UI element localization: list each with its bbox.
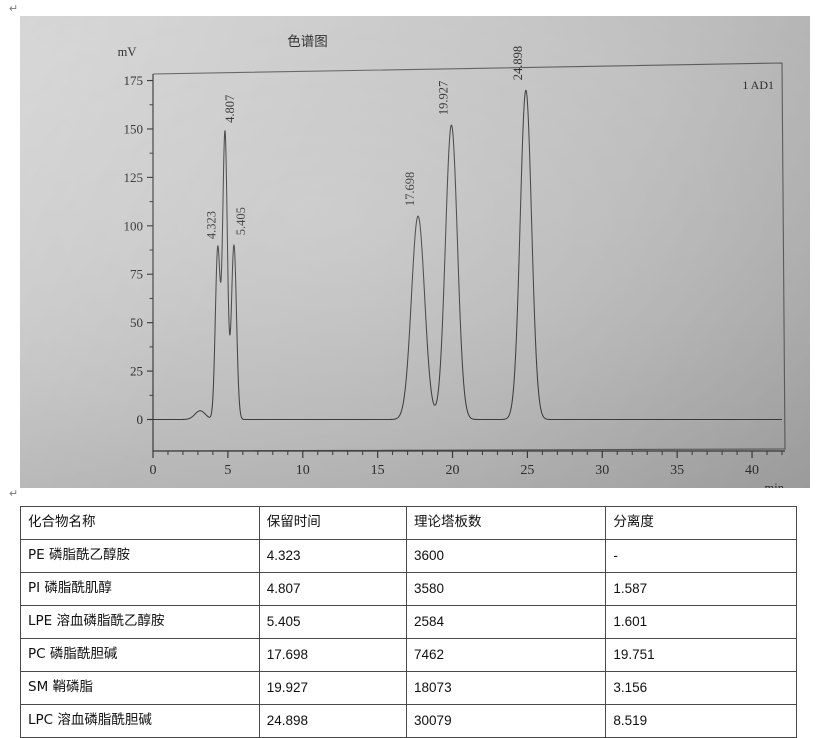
y-axis-tick-label: 0	[137, 412, 144, 427]
table-row: PC 磷脂酰胆碱 17.698 7462 19.751	[20, 638, 797, 672]
y-axis-tick-label: 75	[130, 267, 143, 282]
y-axis-tick-label: 50	[130, 315, 143, 330]
cell-resolution: 8.519	[605, 704, 797, 738]
column-header-compound: 化合物名称	[20, 506, 260, 540]
cell-retention-time: 24.898	[258, 704, 408, 738]
table-row: LPC 溶血磷脂酰胆碱 24.898 30079 8.519	[20, 704, 797, 738]
cell-resolution: 1.587	[605, 572, 797, 606]
table-row: PI 磷脂酰肌醇 4.807 3580 1.587	[20, 572, 797, 606]
cell-resolution: 19.751	[605, 638, 797, 672]
column-header-plates: 理论塔板数	[406, 506, 607, 540]
cell-compound: PE 磷脂酰乙醇胺	[20, 539, 260, 573]
peak-label: 5.405	[234, 207, 248, 235]
cell-resolution: -	[605, 539, 797, 573]
cell-plate-number: 3580	[406, 572, 607, 606]
cell-plate-number: 3600	[406, 539, 607, 573]
cell-retention-time: 19.927	[258, 671, 408, 705]
y-axis-tick-label: 150	[124, 121, 144, 136]
y-axis-tick-label: 25	[130, 364, 143, 379]
peak-label: 4.807	[223, 95, 237, 123]
x-axis-tick-label: 5	[224, 463, 231, 478]
results-table: 化合物名称 保留时间 理论塔板数 分离度 PE 磷脂酰乙醇胺 4.323 3600-…	[20, 506, 797, 738]
cell-plate-number: 2584	[406, 605, 607, 639]
cell-compound: PI 磷脂酰肌醇	[20, 572, 260, 606]
cell-retention-time: 17.698	[258, 638, 408, 672]
peak-label: 19.927	[436, 81, 450, 115]
table-row: SM 鞘磷脂 19.927 18073 3.156	[20, 671, 797, 705]
column-header-resolution: 分离度	[605, 506, 797, 540]
cell-compound: LPC 溶血磷脂酰胆碱	[20, 704, 260, 738]
peak-label: 4.323	[205, 211, 219, 239]
cell-resolution: 1.601	[605, 605, 797, 639]
cell-plate-number: 30079	[406, 704, 607, 738]
detector-label: 1 AD1	[742, 78, 774, 92]
cell-resolution: 3.156	[605, 671, 797, 705]
peak-label: 17.698	[403, 172, 417, 206]
cell-plate-number: 18073	[406, 671, 607, 705]
x-axis-tick-label: 35	[670, 463, 684, 478]
cell-compound: PC 磷脂酰胆碱	[20, 638, 260, 672]
chromatogram-chart: 0 25 50 75 100 125 150 175 mV 0 5 10 15 20 25 30 35 40 min…	[118, 33, 786, 488]
x-axis-tick-label: 25	[520, 463, 534, 478]
y-axis-title: mV	[118, 45, 137, 59]
cell-retention-time: 5.405	[258, 605, 408, 639]
x-axis-tick-label: 10	[296, 463, 310, 478]
column-header-retention: 保留时间	[258, 506, 408, 540]
table-header-row: 化合物名称 保留时间 理论塔板数 分离度	[20, 506, 797, 540]
paragraph-mark-middle: ↵	[9, 488, 19, 500]
y-axis-tick-label: 175	[124, 73, 144, 88]
table-row: PE 磷脂酰乙醇胺 4.323 3600-	[20, 539, 797, 573]
chart-title: 色谱图	[287, 33, 328, 50]
cell-retention-time: 4.323	[258, 539, 408, 573]
chromatogram-photo: 0 25 50 75 100 125 150 175 mV 0 5 10 15 20 25 30 35 40 min…	[20, 16, 810, 488]
cell-compound: LPE 溶血磷脂酰乙醇胺	[20, 605, 260, 639]
cell-compound: SM 鞘磷脂	[20, 671, 260, 705]
cell-plate-number: 7462	[406, 638, 607, 672]
plot-frame	[152, 62, 786, 452]
x-axis-tick-label: 20	[446, 463, 460, 478]
x-axis-title: min	[765, 481, 785, 488]
x-axis-tick-label: 0	[150, 463, 157, 478]
peak-label: 24.898	[511, 46, 525, 80]
y-axis-tick-label: 125	[124, 170, 144, 185]
x-axis-tick-label: 30	[595, 463, 609, 478]
table-row: LPE 溶血磷脂酰乙醇胺 5.405 2584 1.601	[20, 605, 797, 639]
chromatogram-trace	[152, 89, 783, 421]
cell-retention-time: 4.807	[258, 572, 408, 606]
x-axis-tick-label: 40	[745, 463, 759, 478]
x-axis-tick-label: 15	[371, 463, 385, 478]
paragraph-mark-top: ↵	[9, 3, 19, 15]
y-axis-tick-label: 100	[124, 218, 144, 233]
